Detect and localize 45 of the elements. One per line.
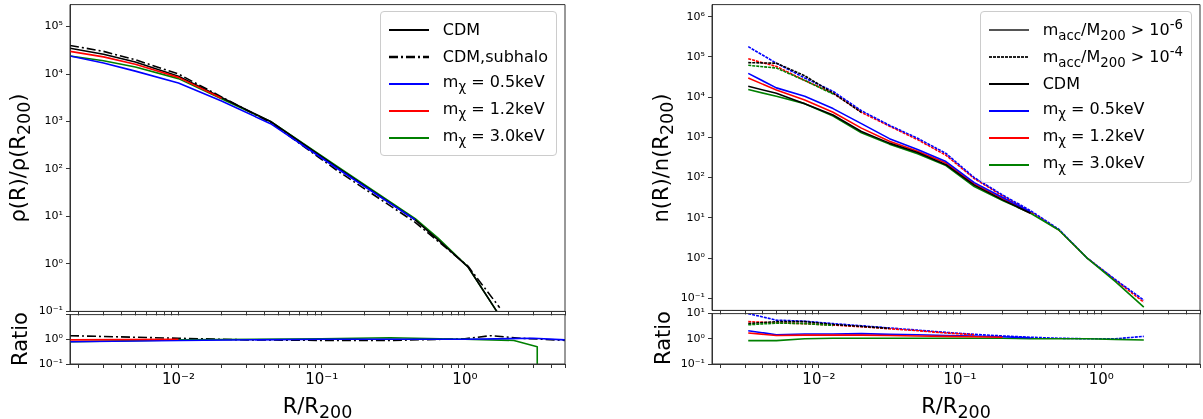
y-tick-label: 10⁵ (686, 49, 705, 63)
y-tick-label: 10⁴ (44, 66, 64, 80)
line-series (747, 61, 863, 114)
y-tick-label: 10¹ (686, 210, 705, 224)
x-tick-label: 10⁰ (1088, 369, 1114, 388)
legend-label: CDM,subhalo (442, 47, 548, 66)
legend-label: m$_{χ}$ = 0.5keV (442, 72, 545, 95)
legend-label: m$_{χ}$ = 3.0keV (442, 126, 545, 149)
y-tick-label: 10⁶ (686, 9, 706, 23)
legend-label: m$_{acc}$/M$_{200}$ > 10$^{-4}$ (1042, 43, 1183, 70)
y-tick-label: 10³ (686, 130, 705, 144)
x-tick-label: 10⁻² (161, 369, 195, 388)
x-tick-label: 10⁻¹ (943, 369, 977, 388)
x-tick-label: 10⁻² (802, 369, 836, 388)
legend-label: m$_{χ}$ = 3.0keV (1042, 153, 1145, 176)
y-tick-label: 10⁰ (686, 250, 706, 264)
line-series (747, 320, 891, 330)
line-series (747, 313, 1145, 340)
x-axis-title: R/R$_{200}$ (282, 394, 353, 419)
x-axis-title: R/R$_{200}$ (921, 394, 991, 419)
y-tick-label: 10¹ (44, 209, 63, 223)
y-tick-label: 10⁰ (44, 256, 64, 270)
y-tick-label: 10² (686, 170, 705, 184)
y-tick-label: 10⁵ (44, 19, 63, 33)
legend-label: m$_{χ}$ = 1.2keV (1042, 126, 1145, 149)
y-axis-title: Ratio (8, 311, 32, 366)
y-tick-label: 10⁻¹ (680, 291, 705, 305)
y-tick-label: 10⁰ (44, 332, 64, 346)
y-axis-title: Ratio (651, 311, 675, 365)
y-tick-label: 10¹ (686, 306, 705, 320)
y-tick-label: 10² (44, 161, 63, 175)
legend-label: CDM (1042, 74, 1080, 93)
legend-label: m$_{χ}$ = 0.5keV (1042, 99, 1145, 122)
legend-label: CDM (442, 20, 481, 39)
x-tick-label: 10⁰ (452, 369, 478, 388)
y-tick-label: 10⁰ (686, 331, 706, 345)
legend-label: m$_{acc}$/M$_{200}$ > 10$^{-6}$ (1042, 16, 1183, 43)
y-tick-label: 10⁻¹ (680, 356, 705, 370)
y-tick-label: 10³ (44, 114, 63, 128)
y-tick-label: 10⁻¹ (38, 356, 63, 370)
y-tick-label: 10⁻¹ (38, 304, 63, 318)
line-series (747, 64, 834, 95)
x-tick-label: 10⁻¹ (305, 369, 339, 388)
y-tick-label: 10⁴ (686, 90, 706, 104)
legend-label: m$_{χ}$ = 1.2keV (442, 99, 545, 122)
